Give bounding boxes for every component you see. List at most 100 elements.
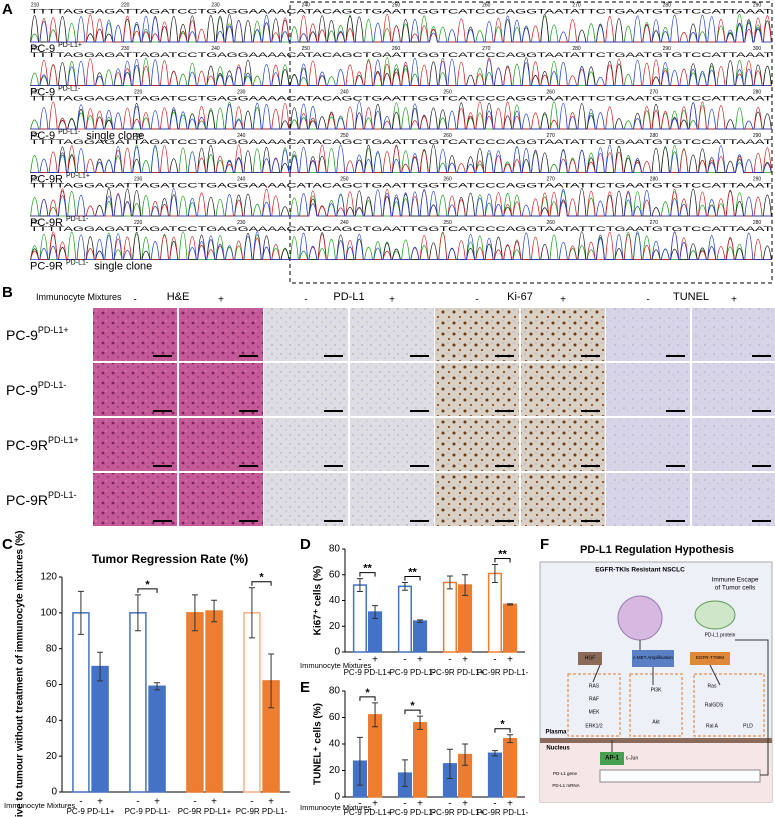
chromatogram-trace bbox=[30, 231, 772, 260]
text-part: PD-L1+ bbox=[66, 172, 90, 179]
base-position: 230 bbox=[134, 133, 143, 139]
x-tick-label: PC-9R PD-L1+ bbox=[431, 808, 485, 817]
condition-label: - bbox=[448, 799, 451, 810]
error-bar bbox=[372, 605, 379, 620]
significance-mark: ** bbox=[408, 566, 417, 578]
chromatogram-trace bbox=[30, 57, 772, 86]
hgf-box bbox=[578, 652, 602, 665]
chromatogram-trace bbox=[30, 14, 772, 43]
ral-box bbox=[693, 673, 765, 737]
condition-label: - bbox=[403, 655, 406, 666]
bar bbox=[186, 612, 204, 793]
micrograph bbox=[692, 418, 775, 471]
y-tick-label: 80 bbox=[46, 643, 58, 654]
base-position: 250 bbox=[443, 89, 452, 95]
x-tick-label: PC-9 PD-L1+ bbox=[67, 807, 115, 816]
bar bbox=[487, 572, 502, 653]
chromatogram-trace bbox=[30, 188, 772, 217]
base-position: 300 bbox=[753, 46, 762, 52]
text-part: PC-9R bbox=[30, 217, 63, 229]
base-position: 280 bbox=[663, 2, 672, 8]
base-position: 240 bbox=[340, 220, 349, 226]
diagram-node: EGFR-T790M bbox=[696, 655, 724, 660]
text-part: PD-L1- bbox=[48, 490, 77, 500]
micrograph bbox=[606, 418, 690, 471]
x-tick-label: PC-9 PD-L1- bbox=[390, 668, 436, 677]
micrograph bbox=[93, 418, 177, 471]
diagram-node: Ral A bbox=[706, 723, 719, 729]
base-position: 240 bbox=[211, 46, 220, 52]
base-position: 230 bbox=[211, 2, 220, 8]
significance-mark: * bbox=[500, 719, 505, 731]
text-part: PC-9 bbox=[30, 130, 55, 142]
chromatogram-trace bbox=[30, 144, 772, 173]
base-position: 260 bbox=[392, 46, 401, 52]
significance-mark: * bbox=[365, 687, 370, 699]
micrograph bbox=[435, 418, 519, 471]
diagram-node: RAS bbox=[589, 683, 600, 689]
y-tick-label: 0 bbox=[334, 792, 340, 803]
error-bar bbox=[417, 715, 424, 730]
base-position: 280 bbox=[753, 89, 762, 95]
text-part: Immunocyte Mixtures bbox=[36, 292, 122, 302]
y-tick-label: 40 bbox=[329, 739, 341, 750]
text-part: PD-L1+ bbox=[48, 435, 79, 445]
y-tick-label: 20 bbox=[46, 751, 58, 762]
base-position: 260 bbox=[443, 133, 452, 139]
micrograph bbox=[179, 418, 263, 471]
y-tick-label: 60 bbox=[329, 569, 341, 580]
y-tick-label: 40 bbox=[329, 595, 341, 606]
text-part: PD-L1- bbox=[66, 216, 89, 223]
row-label: PC-9RPD-L1- bbox=[6, 490, 77, 507]
chromatogram-trace bbox=[30, 188, 772, 217]
bar bbox=[397, 585, 412, 653]
diagram-node: PD-L1 mRNA bbox=[552, 783, 579, 788]
error-bar bbox=[507, 603, 514, 606]
base-position: 240 bbox=[340, 89, 349, 95]
pi3k-box bbox=[629, 673, 683, 737]
ap1-box bbox=[600, 752, 624, 765]
condition-label: + bbox=[154, 797, 160, 808]
chromatogram-trace bbox=[30, 144, 772, 173]
micrograph bbox=[521, 473, 605, 526]
bar bbox=[413, 722, 428, 798]
condition-label: - bbox=[304, 295, 307, 306]
condition-label: + bbox=[507, 799, 513, 810]
base-position: 270 bbox=[572, 2, 581, 8]
base-sequence: TTTTAGGAGATTAGATCCTGAGGAAAACATACAGCTGAAT… bbox=[30, 140, 773, 146]
base-position: 220 bbox=[134, 220, 143, 226]
chromatogram-trace bbox=[30, 57, 772, 86]
chromatogram-trace bbox=[30, 144, 772, 173]
significance-bracket bbox=[359, 572, 376, 577]
micrograph bbox=[350, 418, 434, 471]
text-part: PD-L1- bbox=[66, 259, 89, 266]
error-bar bbox=[134, 594, 141, 632]
membrane bbox=[540, 738, 772, 743]
x-tick-label: PC-9 PD-L1+ bbox=[344, 808, 392, 817]
chromatogram-trace bbox=[30, 101, 772, 130]
text-part: PD-L1+ bbox=[38, 325, 69, 335]
error-bar bbox=[446, 575, 453, 590]
base-position: 220 bbox=[121, 2, 130, 8]
diagram-node: Plasma bbox=[545, 730, 567, 736]
text-part: PD-L1- bbox=[38, 380, 67, 390]
chromatogram-trace bbox=[30, 14, 772, 43]
hypothesis-diagram: PD-L1 Regulation Hypothesis EGFR-TKIs Res… bbox=[539, 544, 773, 803]
chart-title: Tumor Regression Rate (%) bbox=[92, 552, 248, 566]
significance-bracket bbox=[137, 588, 158, 593]
micrograph bbox=[179, 363, 263, 416]
mapk-box bbox=[567, 673, 621, 737]
base-position: 230 bbox=[237, 89, 246, 95]
micrograph bbox=[93, 308, 177, 361]
condition-label: - bbox=[358, 799, 361, 810]
error-bar bbox=[191, 594, 198, 632]
micrograph bbox=[435, 473, 519, 526]
x-tick-label: PC-9 PD-L1- bbox=[390, 808, 436, 817]
significance-bracket bbox=[251, 581, 272, 586]
diagram-node: RalGDS bbox=[705, 702, 724, 708]
error-bar bbox=[401, 581, 408, 591]
diagram-node: Akt bbox=[652, 719, 660, 725]
base-position: 290 bbox=[753, 2, 762, 8]
y-axis-label: TUNEL⁺ cells (%) bbox=[313, 703, 324, 785]
diagram-node: c-MET Amplification bbox=[633, 655, 673, 660]
